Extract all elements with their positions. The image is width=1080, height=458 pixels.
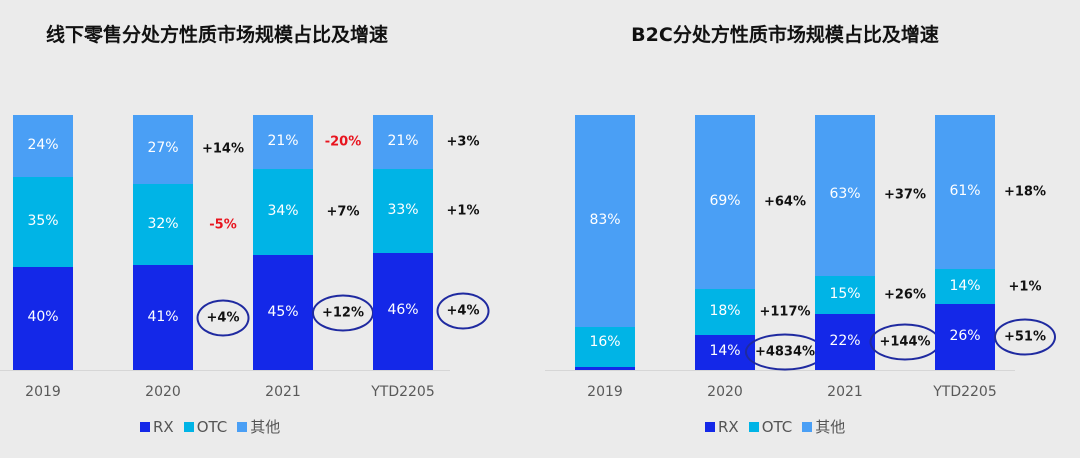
growth-label: +14%: [201, 141, 245, 157]
growth-label: +18%: [1003, 184, 1047, 200]
legend-swatch: [705, 421, 715, 432]
growth-label: +4%: [436, 292, 490, 330]
bar-segment-other: [373, 115, 433, 169]
x-tick-label: 2020: [707, 384, 743, 400]
x-tick-label: 2021: [265, 384, 301, 400]
data-label: 21%: [387, 132, 419, 149]
data-label: 15%: [829, 285, 861, 302]
legend-swatch: [140, 421, 150, 432]
legend-label: 其他: [815, 418, 846, 436]
legend: RX OTC 其他: [140, 416, 280, 437]
legend-item: OTC: [183, 417, 228, 436]
data-label: 69%: [709, 193, 741, 210]
legend-label: RX: [718, 417, 739, 436]
legend-item: 其他: [237, 416, 280, 437]
bar-segment-other: [13, 115, 73, 177]
data-label: 46%: [387, 302, 419, 319]
bar-segment-other: [253, 115, 313, 169]
data-label: 35%: [27, 212, 59, 229]
bar-segment-otc: [815, 275, 875, 314]
data-label: 27%: [147, 140, 179, 157]
x-tick-label: YTD2205: [933, 384, 997, 400]
data-label: 83%: [589, 211, 621, 228]
growth-label: +51%: [993, 318, 1057, 356]
legend-swatch: [748, 421, 759, 432]
growth-label: +64%: [763, 194, 807, 210]
x-tick-label: 2020: [145, 384, 181, 400]
bar-segment-rx: [13, 266, 73, 370]
legend: RX OTC 其他: [705, 416, 845, 437]
bar-segment-other: [575, 115, 635, 327]
growth-label: +26%: [883, 287, 927, 303]
data-label: 45%: [267, 303, 299, 320]
growth-label: +117%: [759, 304, 811, 320]
legend-swatch: [237, 421, 248, 432]
bar-segment-rx: [253, 255, 313, 370]
data-label: 14%: [709, 343, 741, 360]
data-label: 24%: [27, 136, 59, 153]
growth-label: +1%: [1008, 279, 1042, 295]
legend-item: OTC: [748, 417, 793, 436]
growth-label: +3%: [446, 134, 480, 150]
data-label: 18%: [709, 302, 741, 319]
legend-label: OTC: [761, 417, 793, 436]
bar-segment-other: [133, 115, 193, 184]
b2c-chart: B2C分处方性质市场规模占比及增速 1%16%83%201914%+4834%1…: [540, 0, 1080, 458]
bar-segment-otc: [253, 168, 313, 256]
legend-swatch: [183, 421, 194, 432]
growth-label: +7%: [326, 204, 360, 220]
data-label: 61%: [949, 183, 981, 199]
data-label: 14%: [949, 277, 981, 294]
x-tick-label: YTD2205: [371, 384, 435, 400]
bar-segment-otc: [575, 326, 635, 368]
growth-label: +1%: [446, 203, 480, 219]
growth-label: -5%: [209, 217, 237, 233]
legend-item: RX: [140, 418, 174, 436]
growth-label: +4834%: [744, 333, 826, 371]
bar-segment-rx: [575, 367, 635, 370]
bar-segment-rx: [373, 252, 433, 370]
growth-label: +12%: [311, 294, 375, 332]
x-tick-label: 2021: [827, 384, 863, 400]
growth-label: +37%: [883, 187, 927, 203]
legend-swatch: [802, 421, 813, 432]
data-label: 32%: [147, 215, 179, 232]
x-tick-label: 2019: [25, 384, 61, 400]
x-axis-line: [0, 370, 450, 371]
bar-segment-other: [815, 115, 875, 276]
data-label: 21%: [267, 132, 299, 149]
bar-segment-rx: [133, 265, 193, 370]
growth-label: -20%: [324, 134, 362, 150]
data-label: 26%: [949, 328, 981, 345]
chart-title: B2C分处方性质市场规模占比及增速: [631, 24, 939, 46]
chart-title: 线下零售分处方性质市场规模占比及增速: [45, 24, 388, 46]
legend-item: 其他: [802, 416, 845, 437]
data-label: 41%: [147, 308, 179, 325]
bar-segment-otc: [133, 183, 193, 266]
bar-segment-other: [695, 115, 755, 290]
data-label: 22%: [829, 332, 861, 349]
bar-segment-other: [935, 115, 995, 269]
growth-label: +4%: [196, 299, 250, 337]
x-tick-label: 2019: [587, 384, 623, 400]
legend-item: RX: [705, 418, 739, 436]
growth-label: +144%: [869, 323, 941, 361]
data-label: 34%: [267, 202, 299, 219]
data-label: 40%: [27, 309, 59, 326]
legend-label: 其他: [250, 418, 281, 436]
bar-segment-otc: [13, 176, 73, 267]
data-label: 16%: [589, 334, 621, 350]
bar-segment-otc: [935, 269, 995, 305]
bar-segment-otc: [373, 168, 433, 253]
bar-segment-otc: [695, 289, 755, 335]
bar-segment-rx: [935, 304, 995, 370]
bar-segment-rx: [815, 313, 875, 370]
offline-retail-chart: 线下零售分处方性质市场规模占比及增速 40% 35% 24% 2019 41% +4% 32…: [0, 24, 490, 437]
data-label: 33%: [387, 201, 419, 218]
legend-label: OTC: [196, 417, 228, 436]
data-label: 63%: [829, 186, 861, 203]
legend-label: RX: [153, 417, 174, 436]
